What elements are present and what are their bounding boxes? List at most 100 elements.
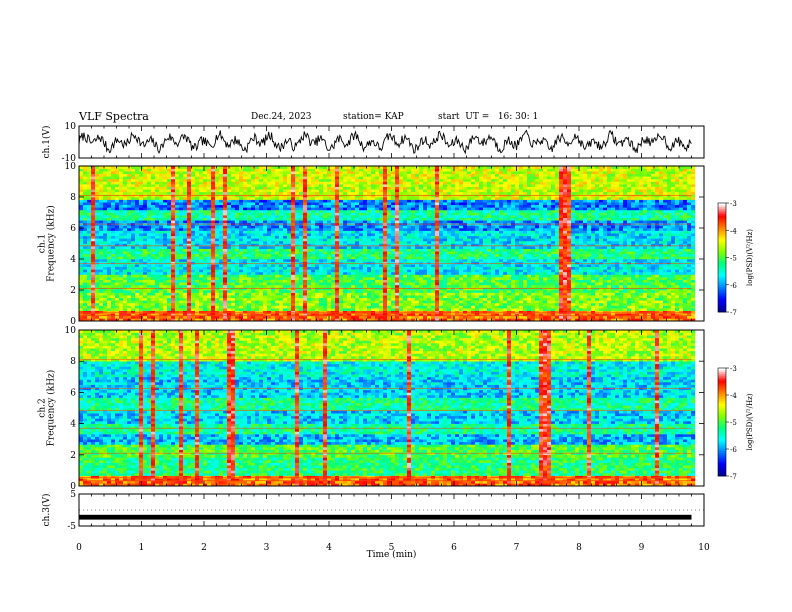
psd-cell [423, 284, 428, 288]
psd-cell [615, 259, 620, 262]
psd-cell [607, 243, 612, 247]
psd-cell [559, 302, 564, 306]
psd-cell [667, 282, 672, 286]
psd-cell [111, 261, 116, 265]
psd-cell [139, 292, 144, 296]
psd-cell [399, 290, 404, 293]
psd-cell [371, 269, 376, 273]
psd-cell [191, 240, 196, 244]
psd-cell [295, 282, 300, 286]
psd-cell [247, 274, 252, 278]
psd-cell [355, 282, 360, 286]
psd-cell [631, 290, 636, 293]
psd-cell [331, 295, 336, 299]
psd-cell [147, 302, 152, 306]
psd-cell [279, 248, 284, 252]
psd-cell [479, 259, 484, 262]
psd-cell [251, 238, 256, 242]
psd-cell [311, 235, 316, 239]
psd-cell [603, 302, 608, 306]
psd-cell [591, 253, 596, 257]
psd-cell [331, 302, 336, 306]
psd-cell [435, 261, 440, 265]
psd-cell [271, 259, 276, 262]
psd-cell [315, 251, 320, 255]
psd-cell [115, 248, 120, 252]
psd-cell [243, 259, 248, 262]
psd-cell [563, 264, 568, 268]
psd-cell [239, 292, 244, 296]
psd-cell [219, 318, 224, 322]
psd-cell [243, 315, 248, 319]
psd-cell [171, 287, 176, 291]
psd-cell [211, 259, 216, 262]
psd-cell [391, 295, 396, 299]
psd-cell [171, 295, 176, 299]
psd-cell [647, 302, 652, 306]
psd-cell [411, 318, 416, 322]
psd-cell [291, 235, 296, 239]
psd-cell [443, 290, 448, 293]
psd-cell [375, 290, 380, 293]
psd-cell [163, 297, 168, 301]
psd-cell [299, 238, 304, 242]
psd-cell [303, 305, 308, 309]
psd-cell [383, 264, 388, 268]
psd-cell [159, 271, 164, 275]
psd-cell [535, 251, 540, 255]
psd-cell [439, 240, 444, 244]
psd-cell [79, 277, 84, 280]
psd-cell [635, 274, 640, 278]
psd-cell [255, 302, 260, 306]
psd-cell [315, 259, 320, 262]
psd-cell [559, 274, 564, 278]
psd-cell [135, 302, 140, 306]
psd-cell [691, 300, 696, 304]
psd-cell [667, 290, 672, 293]
psd-cell [311, 248, 316, 252]
psd-cell [563, 287, 568, 291]
psd-cell [399, 292, 404, 296]
psd-cell [187, 240, 192, 244]
psd-cell [231, 243, 236, 247]
psd-cell [147, 240, 152, 244]
psd-cell [523, 313, 528, 317]
psd-cell [459, 308, 464, 311]
psd-cell [527, 243, 532, 247]
psd-cell [395, 248, 400, 252]
spectrogram-1 [79, 166, 696, 322]
psd-cell [99, 240, 104, 244]
psd-cell [527, 308, 532, 311]
psd-cell [175, 292, 180, 296]
psd-cell [251, 297, 256, 301]
psd-cell [167, 235, 172, 239]
psd-cell [619, 248, 624, 252]
psd-cell [307, 277, 312, 280]
psd-cell [87, 295, 92, 299]
psd-cell [483, 256, 488, 260]
psd-cell [295, 279, 300, 283]
psd-cell [675, 246, 680, 249]
psd-cell [119, 259, 124, 262]
psd-cell [95, 282, 100, 286]
psd-cell [523, 302, 528, 306]
psd-cell [567, 318, 572, 322]
psd-cell [359, 266, 364, 270]
psd-cell [559, 297, 564, 301]
psd-cell [607, 292, 612, 296]
psd-cell [479, 284, 484, 288]
psd-cell [315, 253, 320, 257]
psd-cell [247, 302, 252, 306]
psd-cell [387, 246, 392, 249]
psd-cell [543, 290, 548, 293]
psd-cell [179, 282, 184, 286]
psd-cell [383, 315, 388, 319]
psd-cell [83, 277, 88, 280]
psd-cell [619, 279, 624, 283]
psd-cell [203, 279, 208, 283]
psd-cell [639, 282, 644, 286]
psd-cell [559, 246, 564, 249]
psd-cell [323, 282, 328, 286]
psd-cell [639, 300, 644, 304]
psd-cell [543, 302, 548, 306]
